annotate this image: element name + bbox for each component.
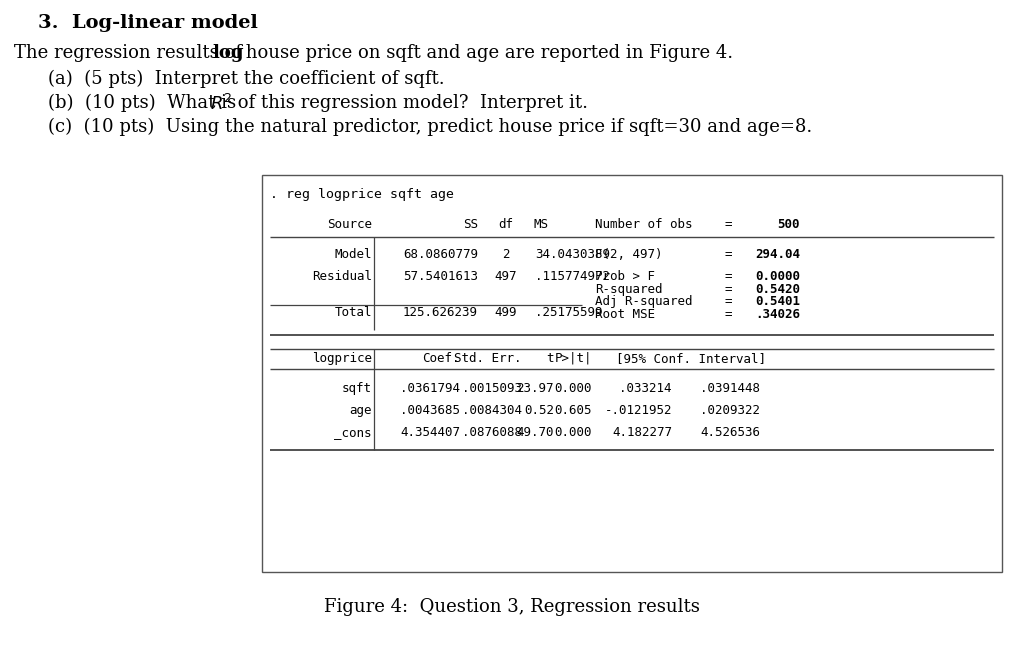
Text: (a)  (5 pts)  Interpret the coefficient of sqft.: (a) (5 pts) Interpret the coefficient of… — [48, 70, 444, 88]
Text: 4.526536: 4.526536 — [700, 426, 760, 439]
Text: 23.97: 23.97 — [516, 382, 554, 395]
Text: Model: Model — [335, 248, 372, 261]
Text: Prob > F: Prob > F — [595, 270, 655, 283]
Text: 49.70: 49.70 — [516, 426, 554, 439]
Text: logprice: logprice — [312, 352, 372, 365]
Text: The regression results of: The regression results of — [14, 44, 248, 62]
Text: =: = — [724, 218, 732, 231]
Text: Residual: Residual — [312, 270, 372, 283]
Text: 4.354407: 4.354407 — [400, 426, 460, 439]
Text: 0.5420: 0.5420 — [755, 283, 800, 296]
Text: 0.000: 0.000 — [555, 382, 592, 395]
Text: 0.0000: 0.0000 — [755, 270, 800, 283]
Text: sqft: sqft — [342, 382, 372, 395]
Text: 500: 500 — [777, 218, 800, 231]
Text: $R^2$: $R^2$ — [210, 94, 232, 114]
Text: .0043685: .0043685 — [400, 404, 460, 417]
Text: .0876088: .0876088 — [462, 426, 522, 439]
Text: =: = — [724, 270, 732, 283]
Text: [95% Conf. Interval]: [95% Conf. Interval] — [616, 352, 766, 365]
Text: 0.52: 0.52 — [524, 404, 554, 417]
Text: house price on sqft and age are reported in Figure 4.: house price on sqft and age are reported… — [240, 44, 733, 62]
Text: (b)  (10 pts)  What is: (b) (10 pts) What is — [48, 94, 242, 112]
Text: Number of obs: Number of obs — [595, 218, 692, 231]
Text: R-squared: R-squared — [595, 283, 663, 296]
Text: .0084304: .0084304 — [462, 404, 522, 417]
Text: 0.000: 0.000 — [555, 426, 592, 439]
Text: 0.605: 0.605 — [555, 404, 592, 417]
Text: .25175599: .25175599 — [535, 306, 602, 319]
Text: log: log — [212, 44, 244, 62]
Text: .0015093: .0015093 — [462, 382, 522, 395]
Text: _cons: _cons — [335, 426, 372, 439]
Text: 2: 2 — [502, 248, 510, 261]
Text: =: = — [724, 308, 732, 321]
Text: df: df — [499, 218, 513, 231]
Text: .0209322: .0209322 — [700, 404, 760, 417]
Text: (c)  (10 pts)  Using the natural predictor, predict house price if sqft=30 and a: (c) (10 pts) Using the natural predictor… — [48, 118, 812, 136]
Text: .0361794: .0361794 — [400, 382, 460, 395]
Text: P>|t|: P>|t| — [555, 352, 592, 365]
Text: Total: Total — [335, 306, 372, 319]
Bar — [262, 175, 1002, 572]
Text: =: = — [724, 283, 732, 296]
Text: 3.  Log-linear model: 3. Log-linear model — [38, 14, 258, 32]
Text: Root MSE: Root MSE — [595, 308, 655, 321]
Text: Figure 4:  Question 3, Regression results: Figure 4: Question 3, Regression results — [324, 598, 700, 616]
Text: .0391448: .0391448 — [700, 382, 760, 395]
Text: -.0121952: -.0121952 — [604, 404, 672, 417]
Text: .033214: .033214 — [620, 382, 672, 395]
Text: .34026: .34026 — [755, 308, 800, 321]
Text: F(2, 497): F(2, 497) — [595, 248, 663, 261]
Text: 497: 497 — [495, 270, 517, 283]
Text: 125.626239: 125.626239 — [403, 306, 478, 319]
Text: 4.182277: 4.182277 — [612, 426, 672, 439]
Text: 294.04: 294.04 — [755, 248, 800, 261]
Text: Coef.: Coef. — [423, 352, 460, 365]
Text: age: age — [349, 404, 372, 417]
Text: SS: SS — [463, 218, 478, 231]
Text: Std. Err.: Std. Err. — [455, 352, 522, 365]
Text: t: t — [547, 352, 554, 365]
Text: .115774972: .115774972 — [535, 270, 610, 283]
Text: 34.0430389: 34.0430389 — [535, 248, 610, 261]
Text: =: = — [724, 295, 732, 308]
Text: . reg logprice sqft age: . reg logprice sqft age — [270, 188, 454, 201]
Text: 68.0860779: 68.0860779 — [403, 248, 478, 261]
Text: MS: MS — [534, 218, 548, 231]
Text: 57.5401613: 57.5401613 — [403, 270, 478, 283]
Text: 499: 499 — [495, 306, 517, 319]
Text: Adj R-squared: Adj R-squared — [595, 295, 692, 308]
Text: =: = — [724, 248, 732, 261]
Text: 0.5401: 0.5401 — [755, 295, 800, 308]
Text: Source: Source — [327, 218, 372, 231]
Text: of this regression model?  Interpret it.: of this regression model? Interpret it. — [232, 94, 588, 112]
